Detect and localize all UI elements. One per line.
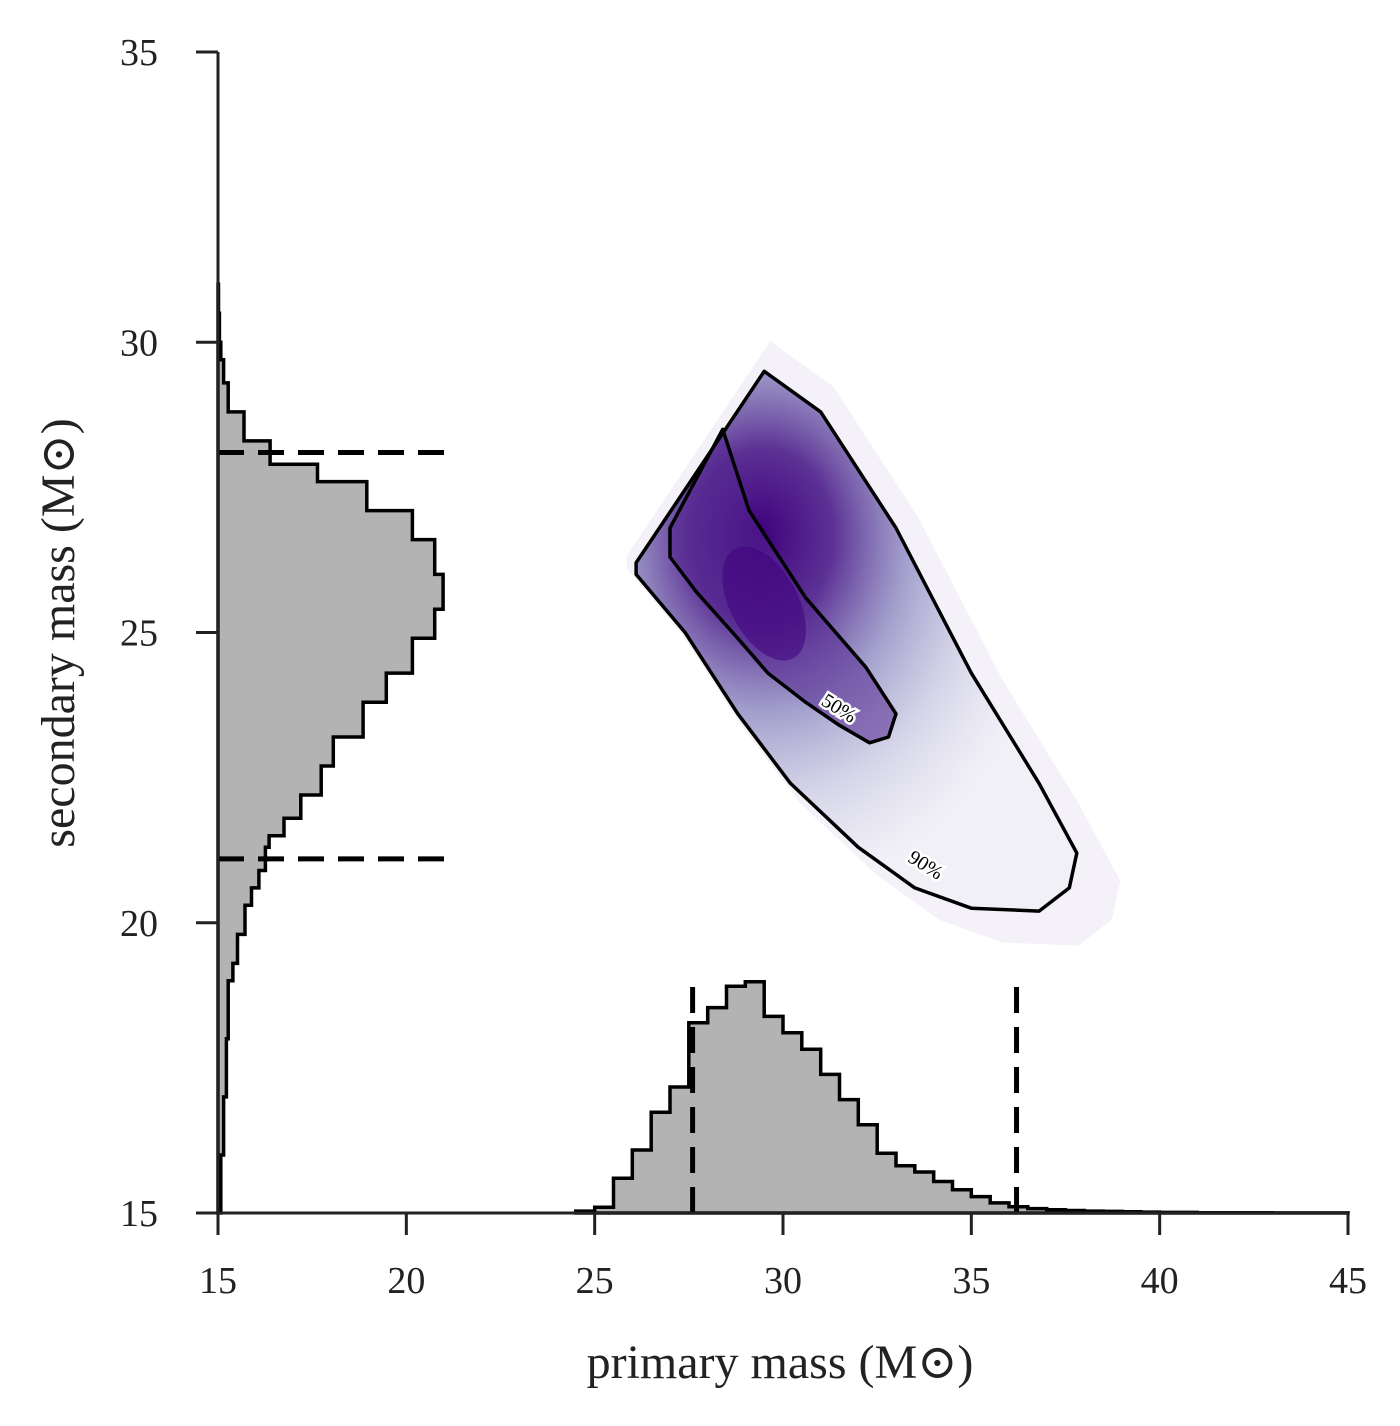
contour-line-50 — [668, 427, 898, 745]
x-axis-label: primary mass (M⊙) — [587, 1336, 974, 1389]
secondary-mass-histogram — [216, 282, 445, 1215]
joint-density — [626, 341, 1121, 946]
density-peak — [722, 546, 806, 661]
x-tick-label: 45 — [1329, 1260, 1367, 1302]
x-tick-label: 25 — [576, 1260, 614, 1302]
x-tick-label: 20 — [387, 1260, 425, 1302]
y-tick-label: 20 — [120, 903, 158, 945]
x-tick-label: 30 — [764, 1260, 802, 1302]
y-axis-label: secondary mass (M⊙) — [32, 418, 85, 847]
axes: 15 20 25 30 35 40 45 15 20 25 30 35 — [120, 32, 1367, 1302]
y-tick-label: 25 — [120, 613, 158, 655]
primary-mass-histogram — [574, 980, 1350, 1215]
y-tick-label: 35 — [120, 32, 158, 74]
y-tick-label: 30 — [120, 322, 158, 364]
x-tick-label: 35 — [952, 1260, 990, 1302]
x-tick-label: 40 — [1141, 1260, 1179, 1302]
y-tick-label: 15 — [120, 1193, 158, 1235]
x-tick-label: 15 — [199, 1260, 237, 1302]
contour-line-90 — [634, 369, 1079, 913]
